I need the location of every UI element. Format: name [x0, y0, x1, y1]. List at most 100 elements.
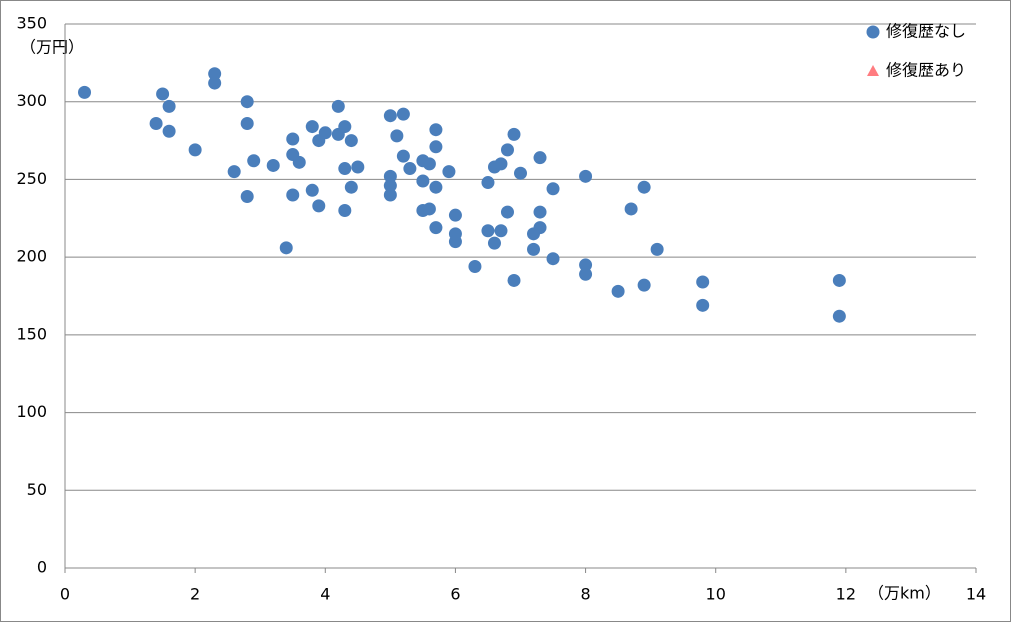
- point: [832, 273, 846, 287]
- point: [383, 188, 397, 202]
- point: [247, 154, 261, 168]
- point: [533, 151, 547, 165]
- legend-label: 修復歴なし: [886, 22, 966, 41]
- y-tick-label: 0: [37, 558, 47, 577]
- point: [468, 259, 482, 273]
- point: [240, 190, 254, 204]
- point: [338, 162, 352, 176]
- point: [422, 157, 436, 171]
- point: [546, 182, 560, 196]
- point: [422, 202, 436, 216]
- point: [78, 85, 92, 99]
- point: [383, 109, 397, 123]
- point: [240, 95, 254, 109]
- x-tick-label: 2: [190, 585, 200, 604]
- x-tick-label: 8: [580, 585, 590, 604]
- point: [624, 202, 638, 216]
- point: [156, 87, 170, 101]
- point: [494, 224, 508, 238]
- point: [500, 143, 514, 157]
- point: [500, 205, 514, 219]
- point: [429, 140, 443, 154]
- point: [429, 180, 443, 194]
- point: [546, 252, 560, 266]
- point: [832, 309, 846, 323]
- point: [579, 258, 593, 272]
- point: [344, 180, 358, 194]
- point: [637, 180, 651, 194]
- point: [279, 241, 293, 255]
- point: [383, 179, 397, 193]
- x-unit-label: （万km）: [868, 584, 941, 603]
- y-tick-label: 50: [27, 480, 47, 499]
- point: [240, 116, 254, 130]
- point: [650, 242, 664, 256]
- point: [429, 123, 443, 137]
- x-tick-label: 14: [966, 585, 986, 604]
- point: [696, 275, 710, 289]
- y-tick-label: 350: [16, 14, 47, 33]
- y-tick-label: 200: [16, 247, 47, 266]
- point: [396, 107, 410, 121]
- point: [286, 188, 300, 202]
- point: [527, 242, 541, 256]
- point: [487, 236, 501, 250]
- point: [266, 158, 280, 172]
- point: [208, 76, 222, 90]
- point: [696, 298, 710, 312]
- x-tick-label: 4: [320, 585, 330, 604]
- y-unit-label: （万円）: [20, 38, 84, 57]
- point: [416, 174, 430, 188]
- point: [331, 99, 345, 113]
- point: [344, 134, 358, 148]
- point: [448, 235, 462, 249]
- point: [305, 120, 319, 134]
- point: [351, 160, 365, 174]
- point: [637, 278, 651, 292]
- x-tick-label: 6: [450, 585, 460, 604]
- x-tick-label: 12: [836, 585, 856, 604]
- point: [527, 227, 541, 241]
- point: [227, 165, 241, 179]
- point: [514, 166, 527, 180]
- point: [507, 273, 521, 287]
- y-tick-label: 300: [16, 91, 47, 110]
- y-tick-label: 150: [16, 324, 47, 343]
- point: [390, 129, 404, 143]
- point: [338, 120, 352, 134]
- legend-label: 修復歴あり: [886, 61, 966, 80]
- point: [292, 155, 306, 169]
- legend-marker: [866, 25, 880, 39]
- y-tick-label: 250: [16, 169, 47, 188]
- point: [494, 157, 508, 171]
- point: [396, 149, 410, 163]
- point: [318, 126, 332, 140]
- point: [481, 176, 495, 190]
- y-tick-label: 100: [16, 402, 47, 421]
- point: [162, 124, 176, 138]
- point: [403, 162, 417, 176]
- point: [188, 143, 202, 157]
- point: [383, 169, 397, 183]
- point: [448, 208, 462, 222]
- point: [162, 99, 176, 113]
- point: [579, 169, 593, 183]
- point: [442, 165, 456, 179]
- point: [286, 132, 300, 146]
- point: [611, 284, 625, 298]
- x-tick-label: 10: [706, 585, 726, 604]
- point: [338, 204, 352, 218]
- legend-marker: [867, 65, 879, 76]
- point: [208, 67, 222, 81]
- point: [429, 221, 443, 235]
- point: [149, 116, 163, 130]
- x-tick-label: 0: [60, 585, 70, 604]
- point: [507, 127, 521, 141]
- point: [533, 205, 547, 219]
- point: [579, 267, 593, 281]
- point: [481, 224, 495, 238]
- point: [312, 199, 326, 213]
- point: [305, 183, 319, 197]
